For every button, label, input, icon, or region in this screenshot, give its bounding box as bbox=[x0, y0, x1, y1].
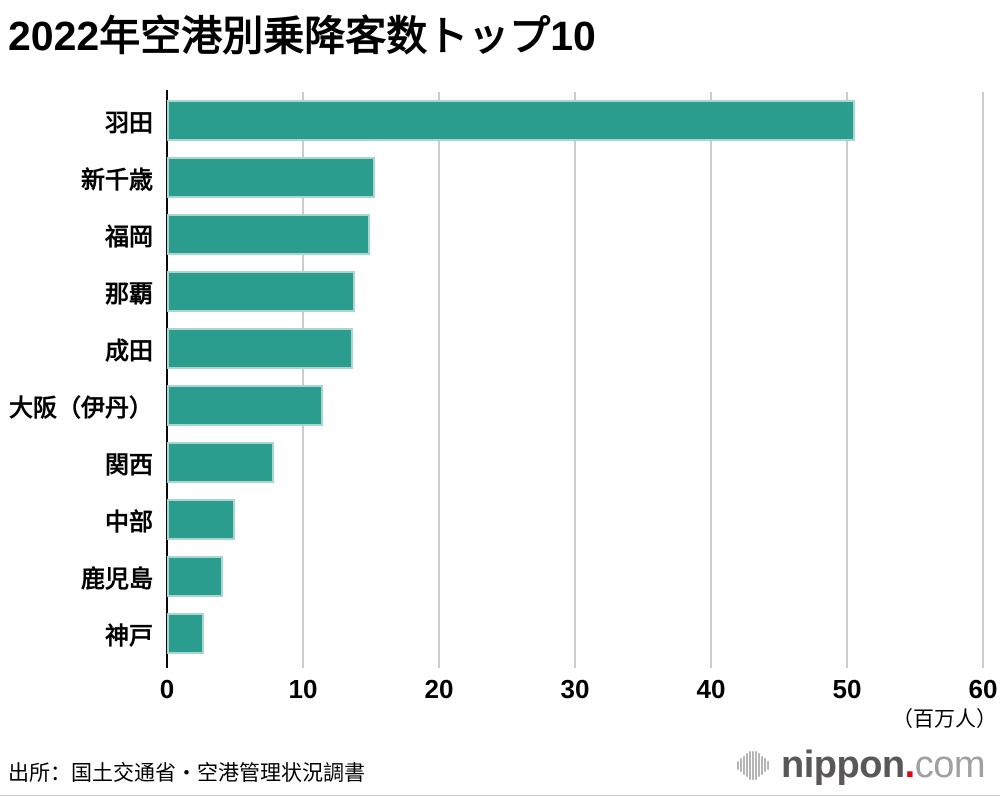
bar-row bbox=[167, 92, 983, 149]
bar bbox=[167, 100, 856, 141]
bar-row bbox=[167, 206, 983, 263]
x-tick-label: 10 bbox=[288, 674, 318, 704]
plot-area bbox=[166, 90, 984, 668]
x-tick-label: 40 bbox=[696, 674, 726, 704]
category-label: 神戸 bbox=[105, 623, 153, 650]
bar-row bbox=[167, 149, 983, 206]
gridline-20 bbox=[438, 92, 440, 668]
bar bbox=[167, 385, 324, 426]
category-label: 関西 bbox=[105, 452, 153, 479]
gridline-40 bbox=[710, 92, 712, 668]
bar bbox=[167, 442, 275, 483]
gridline-10 bbox=[302, 92, 304, 668]
category-label: 中部 bbox=[105, 509, 153, 536]
bar bbox=[167, 499, 235, 540]
bar bbox=[167, 214, 370, 255]
x-tick-label: 30 bbox=[560, 674, 590, 704]
bar bbox=[167, 157, 376, 198]
category-label: 鹿児島 bbox=[81, 566, 153, 593]
axis-unit-label: （百万人） bbox=[892, 708, 997, 731]
bar-row bbox=[167, 548, 983, 605]
logo-text-nippon: nippon bbox=[781, 744, 905, 786]
x-tick-label: 60 bbox=[968, 674, 998, 704]
bar-rows bbox=[167, 92, 983, 662]
gridline-50 bbox=[846, 92, 848, 668]
bar bbox=[167, 556, 223, 597]
gridline-60 bbox=[982, 92, 984, 668]
bar-row bbox=[167, 605, 983, 662]
y-axis-line bbox=[166, 90, 168, 668]
bar bbox=[167, 328, 354, 369]
bar-row bbox=[167, 434, 983, 491]
chart-title: 2022年空港別乗降客数トップ10 bbox=[8, 13, 596, 59]
logo-text: nippon.com bbox=[781, 746, 985, 784]
soundwave-icon bbox=[737, 750, 770, 780]
category-label: 羽田 bbox=[105, 110, 153, 137]
source-note: 出所：国土交通省・空港管理状況調書 bbox=[8, 762, 365, 785]
bar-row bbox=[167, 263, 983, 320]
x-tick-label: 0 bbox=[159, 674, 175, 704]
logo-text-com: com bbox=[914, 744, 986, 786]
logo-dot: . bbox=[904, 744, 916, 786]
bar bbox=[167, 613, 204, 654]
category-label: 成田 bbox=[105, 338, 153, 365]
bar-row bbox=[167, 491, 983, 548]
category-label: 大阪（伊丹） bbox=[9, 395, 153, 422]
bar-row bbox=[167, 377, 983, 434]
category-label: 那覇 bbox=[105, 281, 153, 308]
x-tick-label: 50 bbox=[832, 674, 862, 704]
x-tick-label: 20 bbox=[424, 674, 454, 704]
category-label: 福岡 bbox=[105, 224, 153, 251]
category-label: 新千歳 bbox=[81, 167, 153, 194]
bar-row bbox=[167, 320, 983, 377]
category-labels: 羽田新千歳福岡那覇成田大阪（伊丹） 関西中部鹿児島神戸 bbox=[0, 92, 153, 662]
gridline-30 bbox=[574, 92, 576, 668]
bar bbox=[167, 271, 355, 312]
nippon-logo: nippon.com bbox=[737, 746, 986, 784]
